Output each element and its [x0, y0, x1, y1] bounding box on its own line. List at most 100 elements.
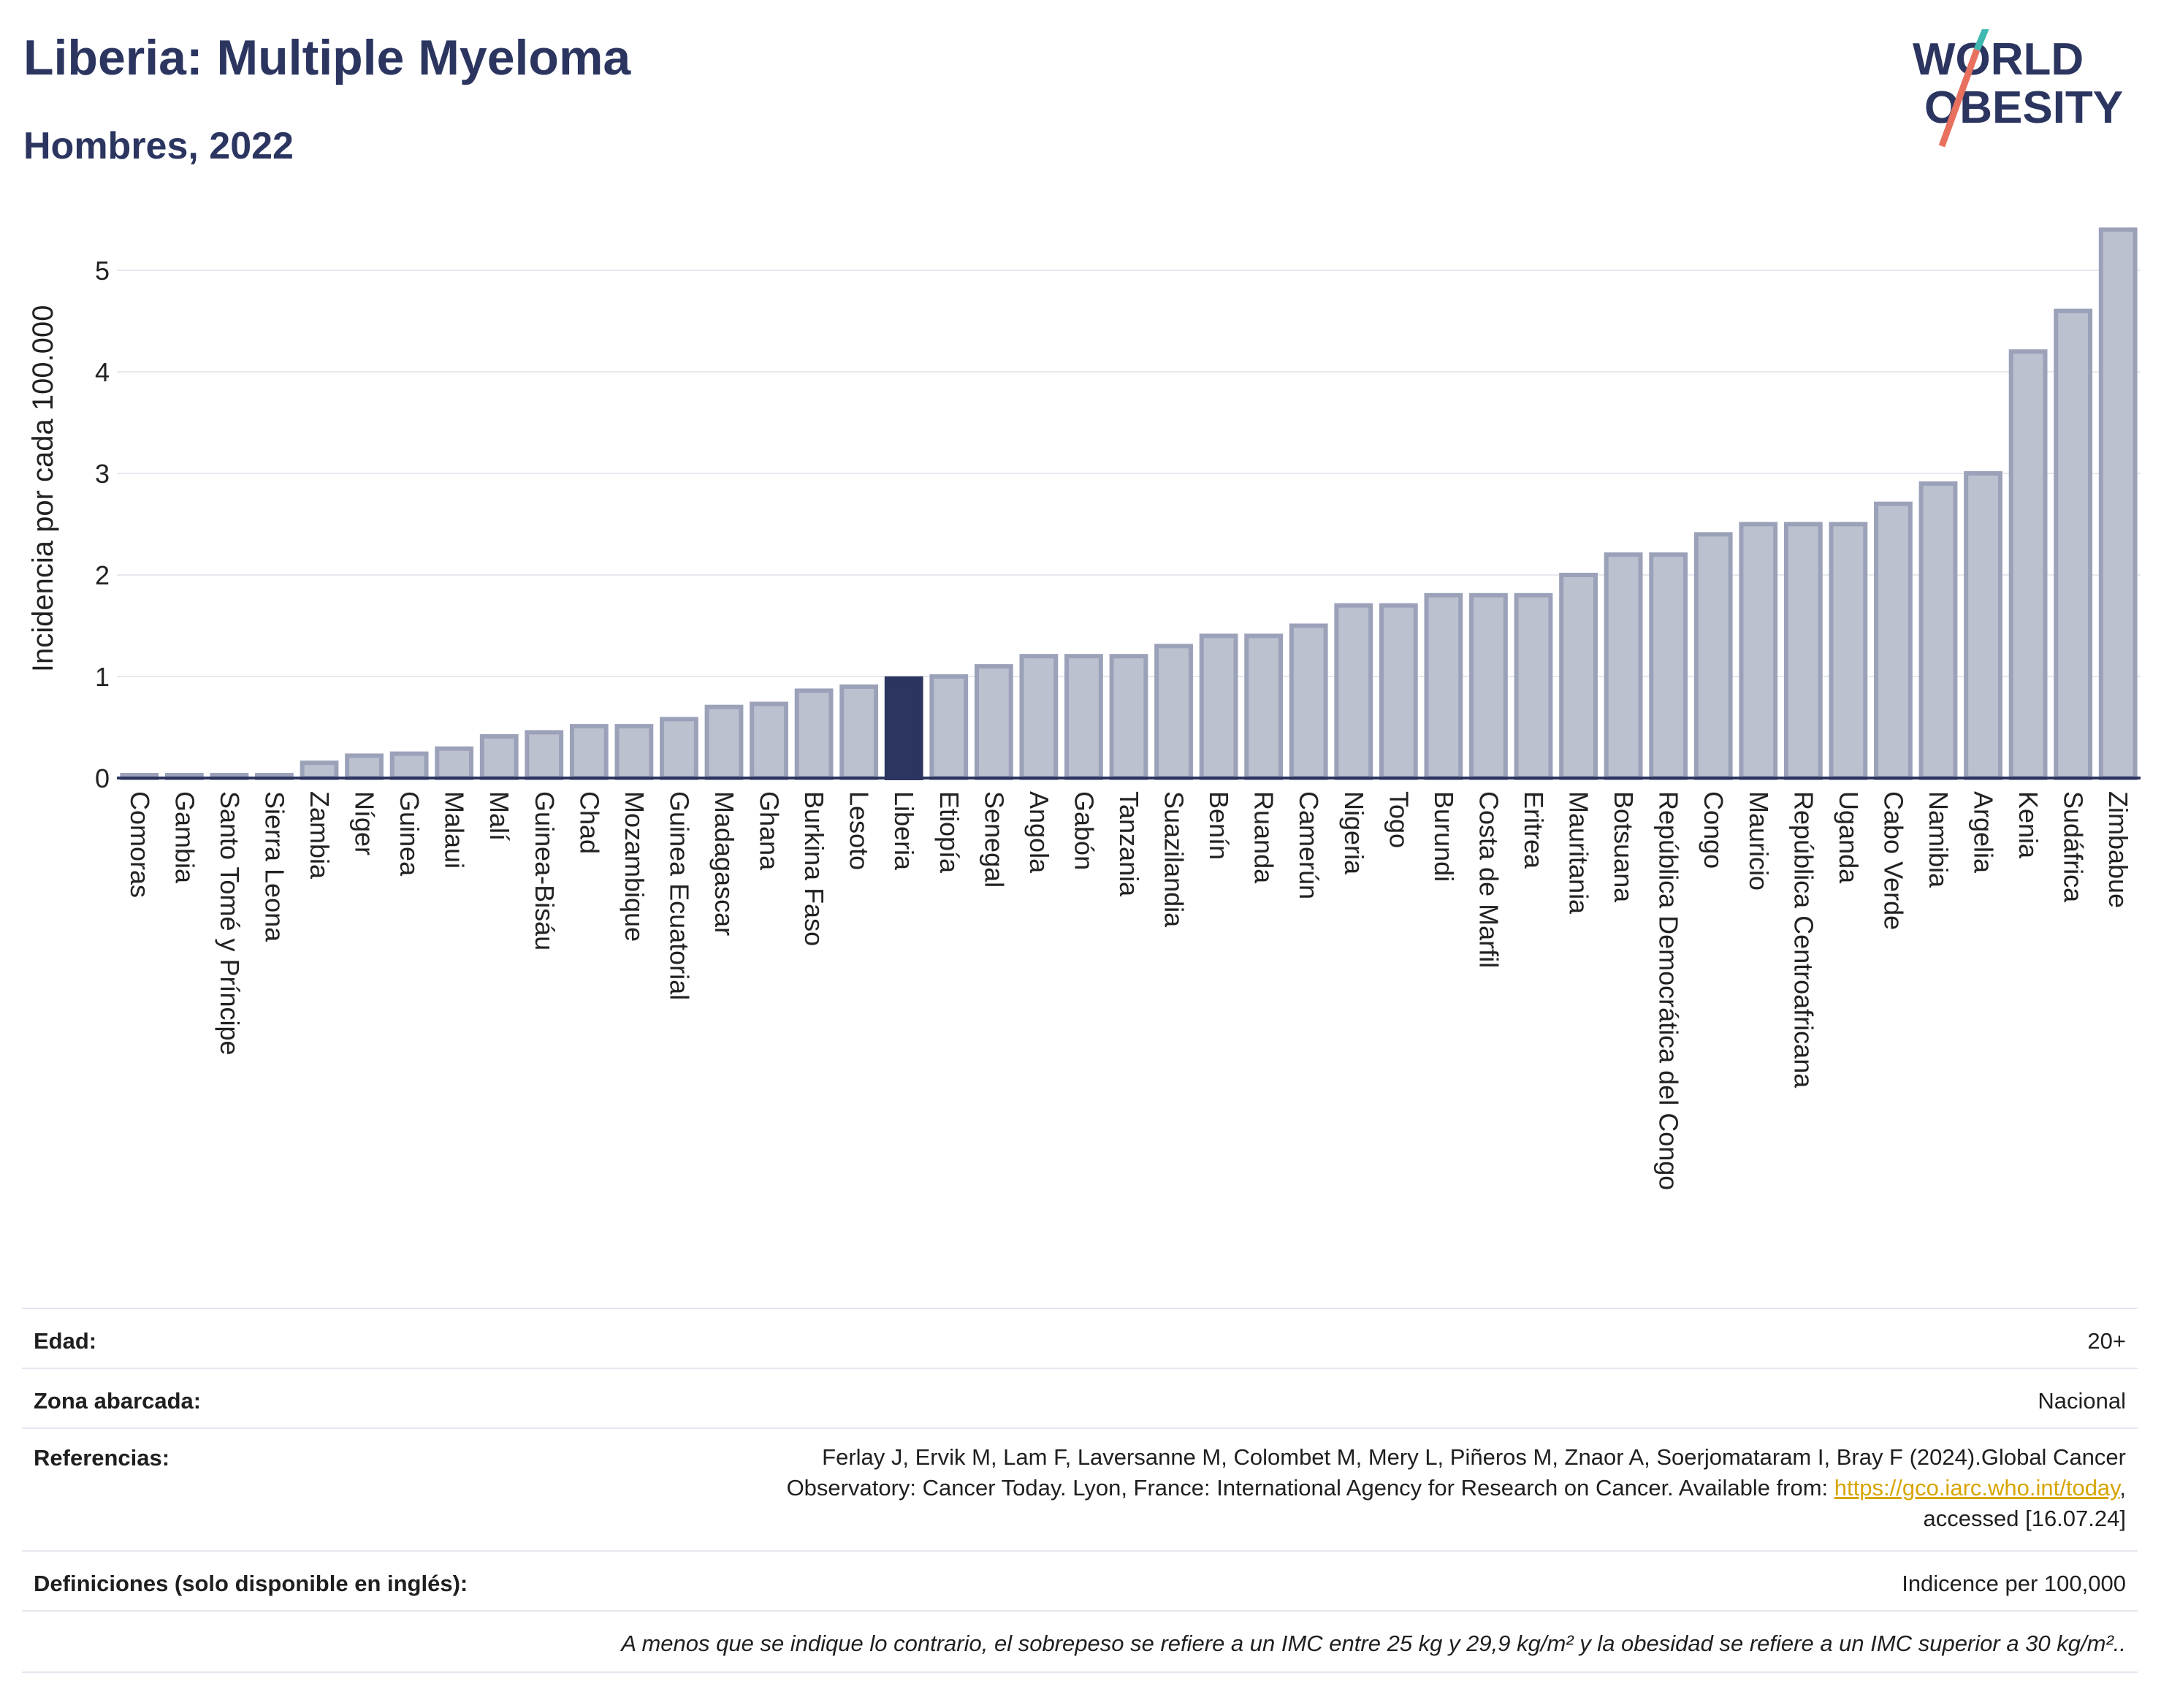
info-row-note: A menos que se indique lo contrario, el … — [22, 1610, 2138, 1673]
bar-benín — [1199, 633, 1238, 781]
bar-zambia — [300, 760, 339, 781]
x-tick-label: Argelia — [1969, 791, 1999, 874]
x-tick-label: Tanzania — [1114, 791, 1144, 897]
x-tick-label: Sierra Leona — [259, 791, 289, 942]
logo-slash-teal — [1973, 29, 1989, 51]
x-tick-label: Liberia — [889, 791, 919, 871]
bar-tanzania — [1109, 654, 1148, 781]
logo-slash-red — [1938, 48, 1981, 148]
bar-eritrea — [1514, 592, 1553, 780]
x-tick-label: Malaui — [440, 791, 470, 869]
reference-link[interactable]: https://gco.iarc.who.int/today — [1834, 1475, 2120, 1501]
bar-senegal — [974, 664, 1013, 780]
reference-line-2-text: Observatory: Cancer Today. Lyon, France:… — [786, 1475, 1834, 1501]
x-tick-label: Burundi — [1429, 791, 1459, 882]
bar-níger — [345, 753, 384, 780]
area-value: Nacional — [2038, 1388, 2126, 1414]
x-tick-label: Zimbabue — [2103, 791, 2133, 908]
bar-chart: 0 1 2 3 4 5 Comoras Gambia Santo Tomé y Príncip… — [27, 227, 2141, 1190]
bar-república-centroafricana — [1783, 522, 1823, 780]
x-tick-label: Uganda — [1834, 791, 1864, 884]
x-tick-label: Guinea-Bisáu — [530, 791, 560, 950]
x-tick-label: Gambia — [169, 791, 199, 884]
x-tick-label: Benín — [1204, 791, 1234, 860]
age-value: 20+ — [2087, 1328, 2126, 1354]
x-tick-label: Zambia — [305, 791, 335, 880]
bar-etiopía — [929, 674, 969, 780]
age-label: Edad: — [34, 1328, 97, 1354]
x-tick-label: Suazilandia — [1159, 791, 1189, 928]
y-tick-label: 3 — [95, 459, 110, 489]
x-tick-label: Sudáfrica — [2059, 791, 2089, 903]
x-tick-label: Malí — [484, 791, 514, 841]
x-tick-label: Santo Tomé y Príncipe — [215, 791, 245, 1056]
bar-congo — [1693, 532, 1733, 780]
x-tick-label: Guinea — [395, 791, 424, 877]
info-row-age: Edad: 20+ — [22, 1308, 2138, 1369]
bar-guinea-ecuatorial — [660, 717, 698, 781]
bar-suazilandia — [1154, 644, 1193, 780]
world-obesity-logo: WORLD OBESITY — [1913, 29, 2123, 148]
references-label: Referencias: — [34, 1445, 170, 1471]
bar-guinea — [389, 751, 429, 781]
bar-nigeria — [1334, 603, 1373, 781]
x-tick-label: Nigeria — [1339, 791, 1369, 875]
x-tick-label: Togo — [1384, 791, 1414, 848]
y-axis-label: Incidencia por cada 100.000 — [27, 305, 59, 673]
x-tick-label: Níger — [350, 791, 380, 855]
bar-botsuana — [1604, 552, 1643, 780]
bar-angola — [1019, 654, 1059, 781]
bar-ghana — [750, 701, 788, 781]
bar-malí — [479, 734, 519, 781]
bar-burkina-faso — [794, 688, 834, 781]
footnote: A menos que se indique lo contrario, el … — [621, 1631, 2126, 1656]
x-tick-label: Namibia — [1924, 791, 1954, 888]
logo-line1: WORLD — [1913, 34, 2084, 85]
bar-costa-de-marfil — [1469, 592, 1508, 780]
bar-kenia — [2008, 349, 2048, 780]
reference-line-2-end: , — [2119, 1475, 2126, 1501]
bar-chad — [569, 724, 609, 780]
x-tick-label: Gabón — [1069, 791, 1099, 870]
bar-ruanda — [1244, 633, 1284, 781]
definitions-value: Indicence per 100,000 — [1902, 1571, 2126, 1596]
x-tick-label: Comoras — [125, 791, 155, 898]
bar-burundi — [1424, 592, 1463, 780]
x-tick-label: Eritrea — [1519, 791, 1549, 869]
bar-mauricio — [1739, 522, 1778, 780]
reference-line-3: accessed [16.07.24] — [1923, 1506, 2126, 1531]
bar-liberia — [884, 676, 923, 781]
x-tick-label: Burkina Faso — [799, 791, 829, 946]
x-tick-label: Guinea Ecuatorial — [664, 791, 694, 1000]
x-tick-label: Madagascar — [709, 791, 739, 936]
references-value: Ferlay J, Ervik M, Lam F, Laversanne M, … — [519, 1442, 2126, 1534]
bar-uganda — [1829, 522, 1868, 780]
bar-argelia — [1964, 471, 2002, 780]
bar-mozambique — [614, 724, 654, 780]
bar-madagascar — [704, 704, 744, 781]
x-tick-label: Etiopía — [934, 791, 964, 874]
bar-guinea-bisáu — [525, 730, 564, 781]
info-row-definitions: Definiciones (solo disponible en inglés)… — [22, 1550, 2138, 1612]
bar-gabón — [1064, 654, 1103, 781]
x-tick-label: Lesoto — [845, 791, 874, 870]
x-tick-label: Angola — [1024, 791, 1054, 874]
bar-zimbabue — [2098, 227, 2138, 780]
y-axis-ticks: 0 1 2 3 4 5 — [95, 256, 110, 793]
info-row-area: Zona abarcada: Nacional — [22, 1368, 2138, 1429]
x-tick-label: Chad — [574, 791, 604, 854]
page-title: Liberia: Multiple Myeloma — [23, 30, 631, 85]
y-tick-label: 4 — [95, 357, 110, 387]
y-tick-label: 1 — [95, 662, 110, 692]
y-tick-label: 0 — [95, 763, 110, 793]
definitions-label: Definiciones (solo disponible en inglés)… — [34, 1571, 468, 1596]
x-tick-label: Mauritania — [1564, 791, 1594, 915]
info-row-references: Referencias: Ferlay J, Ervik M, Lam F, L… — [22, 1427, 2138, 1552]
y-tick-label: 2 — [95, 560, 110, 590]
x-tick-label: Cabo Verde — [1878, 791, 1908, 930]
bar-malaui — [435, 746, 474, 781]
x-tick-label: Costa de Marfil — [1474, 791, 1503, 968]
bar-república-democrática-del-congo — [1649, 552, 1688, 780]
x-tick-label: República Centroafricana — [1788, 791, 1818, 1089]
bar-sudáfrica — [2054, 308, 2093, 781]
